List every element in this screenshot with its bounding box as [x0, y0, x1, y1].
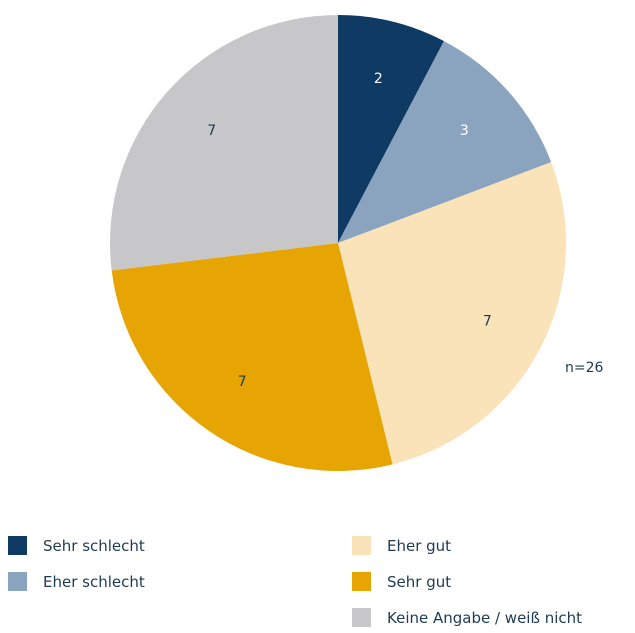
pie-chart: 2 3 7 7 7 [109, 15, 566, 471]
legend-item-keine-angabe: Keine Angabe / weiß nicht [352, 608, 582, 627]
pie-slice-sehr-schlecht [338, 15, 444, 243]
legend-swatch [352, 572, 371, 591]
legend-item-sehr-gut: Sehr gut [352, 572, 451, 591]
legend-label: Eher gut [387, 536, 452, 555]
pie-slice-sehr-gut [111, 243, 393, 471]
legend-item-eher-gut: Eher gut [352, 536, 451, 555]
legend: Sehr schlecht Eher schlecht Eher gut Seh… [0, 526, 635, 633]
legend-label: Keine Angabe / weiß nicht [387, 608, 582, 627]
legend-label: Sehr gut [387, 572, 452, 591]
pie-slice-eher-gut [338, 162, 566, 465]
legend-item-eher-schlecht: Eher schlecht [8, 572, 145, 591]
legend-label: Eher schlecht [43, 572, 145, 591]
legend-item-sehr-schlecht: Sehr schlecht [8, 536, 145, 555]
slice-value-label: 7 [238, 374, 247, 390]
slice-value-label: 7 [483, 313, 492, 329]
pie-slice-eher-schlecht [338, 41, 552, 243]
legend-swatch [8, 536, 27, 555]
legend-swatch [352, 536, 371, 555]
legend-label: Sehr schlecht [43, 536, 145, 555]
slice-value-label: 3 [460, 123, 469, 139]
sample-size-label: n=26 [565, 360, 604, 376]
pie-slice-keine-angabe-weiss-nicht [109, 15, 338, 271]
slice-value-label: 2 [374, 71, 383, 87]
legend-swatch [8, 572, 27, 591]
slice-value-label: 7 [207, 123, 216, 139]
legend-swatch [352, 608, 371, 627]
